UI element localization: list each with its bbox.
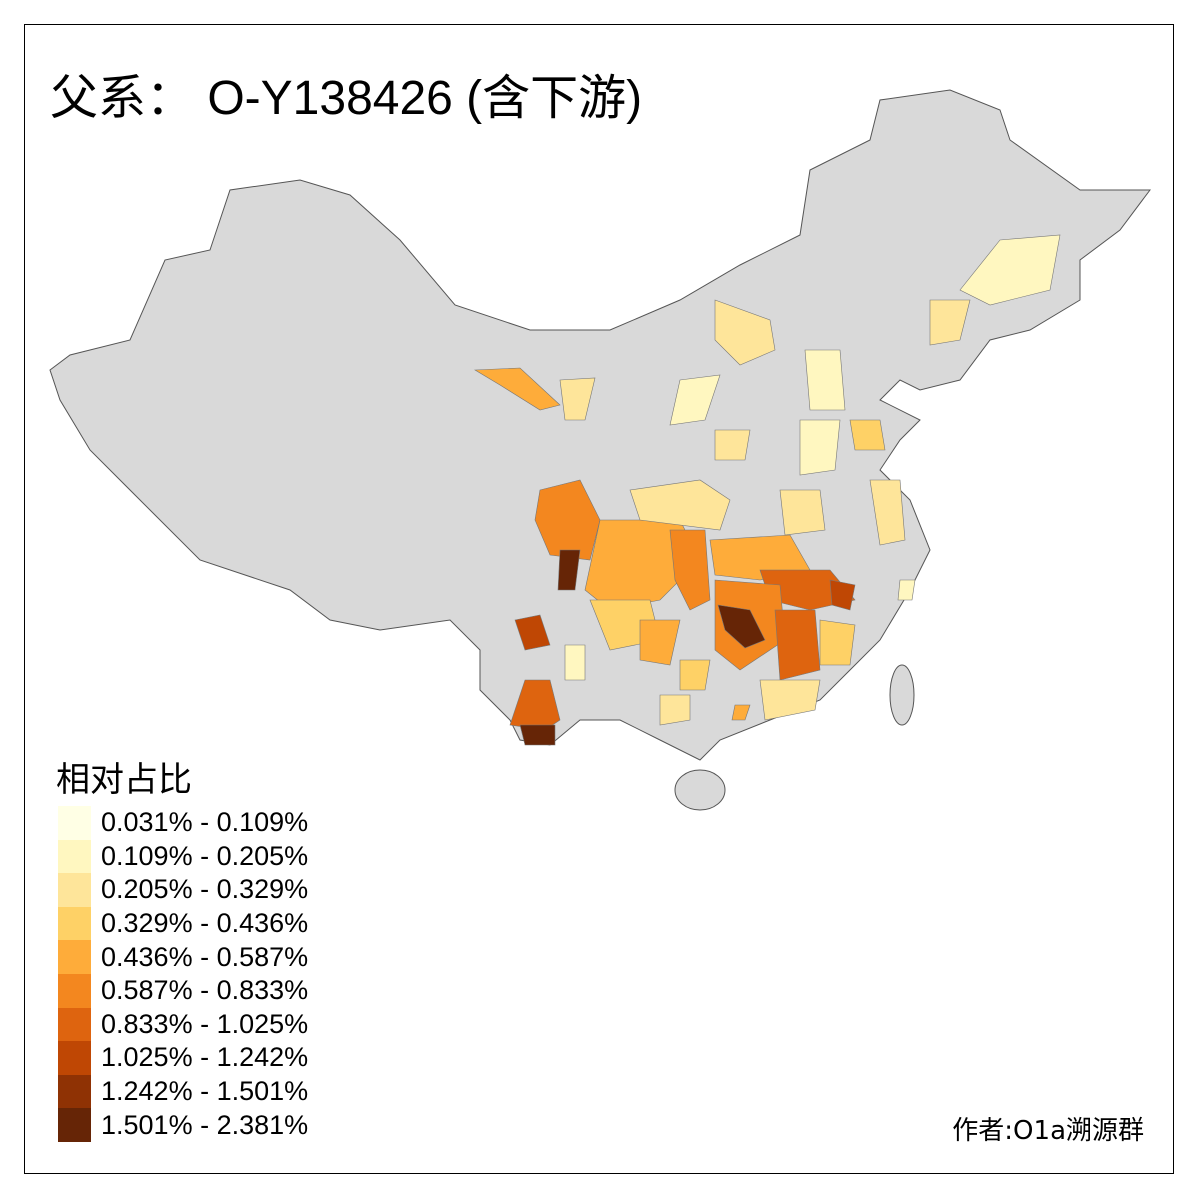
legend-label: 0.031% - 0.109% [101,807,309,838]
legend-label: 1.501% - 2.381% [101,1109,309,1140]
prefecture-region [929,299,971,346]
prefecture-region [959,234,1061,306]
legend-swatch [58,1108,91,1142]
legend-title: 相对占比 [56,760,192,800]
prefecture-region [897,579,916,601]
prefecture-region [669,374,721,426]
prefecture-region [639,619,681,666]
prefecture-region [714,299,776,366]
china-base-region [49,89,1151,761]
prefecture-region [804,349,846,411]
prefecture-region [829,579,856,611]
legend-item: 0.031% - 0.109% [58,806,308,840]
prefecture-region [779,489,826,536]
legend-item: 0.329% - 0.436% [58,906,309,941]
legend-item: 1.501% - 2.381% [58,1108,308,1142]
prefecture-region [819,619,856,666]
prefecture-region [564,644,586,681]
legend-item: 0.109% - 0.205% [58,839,309,874]
prefecture-region [714,429,751,461]
legend-swatch [58,1041,91,1075]
legend-label: 0.109% - 0.205% [101,840,309,871]
hainan-region [674,769,726,811]
legend: 0.031% - 0.109% 0.109% - 0.205% 0.205% - 0… [58,806,308,1142]
prefecture-region [669,529,711,611]
author-credit: 作者:O1a溯源群 [952,1116,1144,1146]
legend-label: 0.205% - 0.329% [101,874,309,905]
legend-swatch [58,873,91,907]
legend-swatch [58,839,91,874]
prefecture-region [717,604,766,649]
prefecture-region [534,479,601,561]
legend-swatch [58,1074,91,1109]
legend-label: 0.329% - 0.436% [101,908,309,939]
legend-swatch [58,806,91,840]
legend-label: 0.436% - 0.587% [101,941,309,972]
legend-item: 0.833% - 1.025% [58,1007,309,1042]
legend-label: 0.587% - 0.833% [101,975,309,1006]
legend-item: 0.436% - 0.587% [58,940,308,974]
prefecture-region [869,479,906,546]
legend-label: 0.833% - 1.025% [101,1008,309,1039]
prefecture-region [519,724,556,746]
map-frame [24,24,1174,1174]
prefecture-region [849,419,886,451]
prefecture-region [679,659,711,691]
legend-item: 1.242% - 1.501% [58,1074,309,1109]
prefecture-region [759,679,821,721]
taiwan-region [889,664,915,726]
prefecture-region [473,367,561,411]
legend-swatch [58,940,91,974]
legend-label: 1.242% - 1.501% [101,1076,309,1107]
legend-item: 0.587% - 0.833% [58,973,309,1008]
map-title: 父系： O-Y138426 (含下游) [50,72,643,125]
prefecture-region [659,694,691,726]
legend-item: 1.025% - 1.242% [58,1041,308,1075]
prefecture-region [514,614,551,651]
prefecture-region [557,549,581,591]
legend-swatch [58,973,91,1008]
prefecture-region [559,377,596,421]
legend-item: 0.205% - 0.329% [58,873,308,907]
legend-swatch [58,1007,91,1042]
prefecture-region [799,419,841,476]
prefecture-region [774,609,821,681]
legend-swatch [58,906,91,941]
prefecture-region [629,479,731,531]
prefecture-region [731,704,751,721]
legend-label: 1.025% - 1.242% [101,1042,309,1073]
